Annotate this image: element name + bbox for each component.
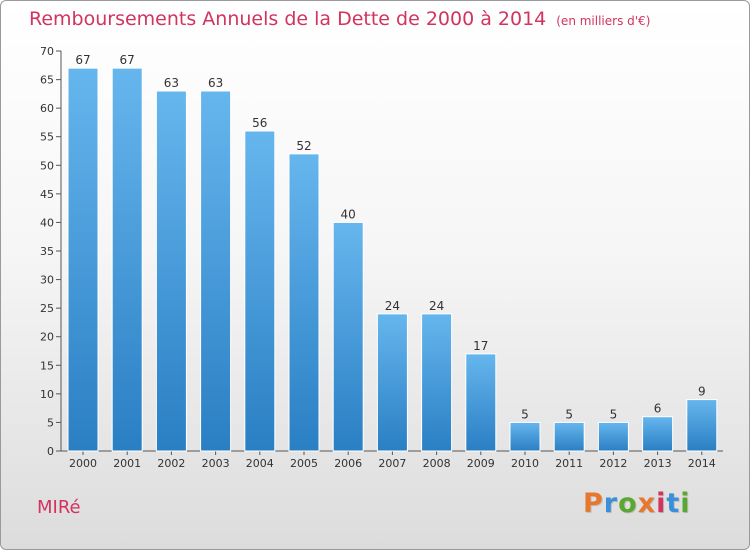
x-tick-label: 2006: [334, 457, 362, 470]
bar: [553, 421, 585, 452]
x-tick-label: 2009: [467, 457, 495, 470]
brand-letter: o: [618, 488, 638, 519]
y-tick-label: 25: [40, 302, 54, 315]
bar: [67, 67, 99, 452]
x-tick-label: 2003: [202, 457, 230, 470]
y-tick-label: 20: [40, 331, 54, 344]
x-tick-label: 2012: [599, 457, 627, 470]
brand-letter: x: [637, 488, 657, 519]
data-label: 24: [429, 299, 444, 313]
bar: [465, 353, 497, 452]
y-tick-label: 50: [40, 159, 54, 172]
y-tick-label: 55: [40, 131, 54, 144]
y-tick-label: 70: [40, 45, 54, 58]
x-tick-label: 2002: [157, 457, 185, 470]
x-tick-label: 2007: [378, 457, 406, 470]
brand-letter: i: [656, 488, 667, 519]
x-tick-label: 2010: [511, 457, 539, 470]
data-label: 63: [208, 76, 223, 90]
bar: [332, 221, 364, 452]
bar: [244, 130, 276, 452]
y-tick-label: 0: [47, 445, 54, 458]
data-label: 5: [610, 407, 618, 421]
data-label: 9: [698, 385, 706, 399]
bar: [155, 90, 187, 452]
data-label: 67: [120, 53, 135, 67]
data-label: 67: [75, 53, 90, 67]
y-tick-label: 35: [40, 245, 54, 258]
x-tick-label: 2011: [555, 457, 583, 470]
chart-title-block: Remboursements Annuels de la Dette de 20…: [29, 8, 650, 30]
x-tick-label: 2004: [246, 457, 274, 470]
bar: [288, 153, 320, 452]
commune-name: MIRé: [37, 497, 81, 518]
y-tick-label: 10: [40, 388, 54, 401]
bar: [597, 421, 629, 452]
bar: [509, 421, 541, 452]
data-label: 6: [654, 402, 662, 416]
bar: [376, 313, 408, 452]
bar: [686, 399, 718, 452]
y-tick-label: 65: [40, 74, 54, 87]
bar: [421, 313, 453, 452]
data-label: 24: [385, 299, 400, 313]
data-label: 40: [341, 207, 356, 221]
chart-title: Remboursements Annuels de la Dette de 20…: [29, 8, 547, 30]
y-tick-label: 30: [40, 274, 54, 287]
data-label: 52: [296, 139, 311, 153]
data-label: 56: [252, 116, 267, 130]
x-tick-label: 2014: [688, 457, 716, 470]
data-label: 17: [473, 339, 488, 353]
brand-letter: P: [583, 488, 604, 519]
bar: [111, 67, 143, 452]
x-tick-label: 2005: [290, 457, 318, 470]
y-tick-label: 45: [40, 188, 54, 201]
chart-unit: (en milliers d'€): [556, 14, 651, 28]
bar: [200, 90, 232, 452]
y-tick-label: 15: [40, 359, 54, 372]
brand-logo: Proxiti: [583, 488, 691, 519]
bar: [642, 416, 674, 452]
data-label: 63: [164, 76, 179, 90]
y-tick-label: 5: [47, 416, 54, 429]
data-label: 5: [521, 407, 529, 421]
brand-letter: t: [666, 488, 681, 519]
brand-letter: i: [680, 488, 691, 519]
y-tick-label: 60: [40, 102, 54, 115]
x-tick-label: 2000: [69, 457, 97, 470]
x-tick-label: 2008: [423, 457, 451, 470]
y-tick-label: 40: [40, 216, 54, 229]
x-tick-label: 2001: [113, 457, 141, 470]
data-label: 5: [565, 407, 573, 421]
x-tick-label: 2013: [644, 457, 672, 470]
brand-letter: r: [603, 488, 619, 519]
